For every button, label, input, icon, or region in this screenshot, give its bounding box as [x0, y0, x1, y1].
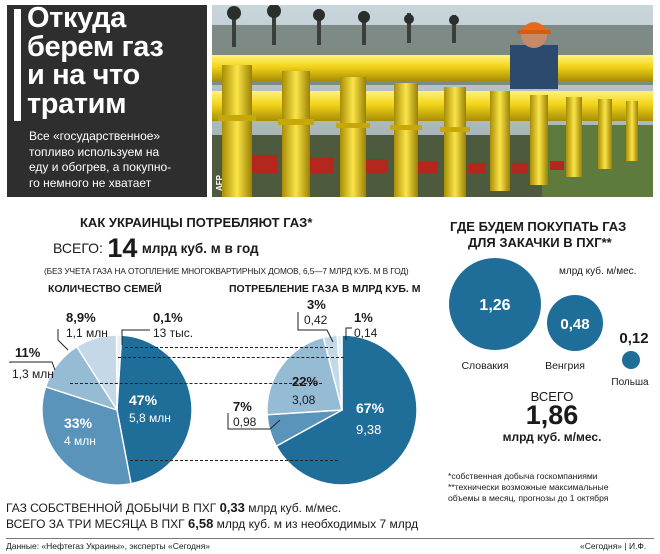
volume-val-67: 9,38 [356, 422, 381, 437]
purchase-heading-line1: ГДЕ БУДЕМ ПОКУПАТЬ ГАЗ [450, 219, 627, 234]
slovakia-label: Словакия [461, 360, 508, 372]
consumption-pies: 47% 5,8 млн 33% 4 млн 11% 1,3 млн 8,9%1,1 млн 0… [9, 300, 418, 486]
gas-pipes-photo: AFP [212, 5, 653, 197]
families-pie-slice-0 [116, 334, 193, 485]
volume-pct-3: 3% [307, 300, 326, 312]
volume-pie [266, 334, 418, 486]
families-pie [41, 334, 193, 486]
purchase-total-value: 1,86 [525, 400, 579, 430]
total-unit: млрд куб. м в год [141, 241, 259, 256]
summary-line2: ВСЕГО ЗА ТРИ МЕСЯЦА В ПХГ 6,58 млрд куб.… [6, 516, 418, 531]
families-label: КОЛИЧЕСТВО СЕМЕЙ [48, 283, 162, 295]
title-line: берем газ [27, 30, 164, 63]
hungary-value: 0,48 [560, 316, 589, 333]
photo-credit: AFP [215, 174, 224, 191]
bubble-poland [622, 351, 640, 369]
total-value: 14 [107, 233, 138, 263]
footer-divider [6, 538, 654, 539]
volume-pie-slice-4 [336, 334, 343, 411]
subtitle-line: топливо используем на [29, 144, 160, 159]
pie-labels: 47% 5,8 млн 33% 4 млн 11% 1,3 млн 8,9%1,1 млн 0… [9, 300, 385, 448]
leader-7 [227, 413, 281, 430]
connector-line [70, 383, 322, 384]
footnote-tech-line2: объемы в месяц, прогнозы до 1 октября [448, 493, 609, 503]
volume-val-3: 0,42 [304, 313, 328, 327]
summary-line2-value: 6,58 [188, 516, 214, 531]
subtitle-line: го немного не хватает [29, 175, 152, 190]
volume-pct-7: 7% [233, 399, 252, 414]
families-val-33: 4 млн [64, 434, 96, 448]
purchase-heading-line2: ДЛЯ ЗАКАЧКИ В ПХГ** [468, 235, 612, 250]
volume-val-22: 3,08 [292, 393, 316, 407]
families-pct-11: 11% [15, 345, 41, 360]
summary-line1-unit: млрд куб. м/мес. [244, 501, 342, 515]
families-val-47: 5,8 млн [129, 411, 171, 425]
bubble-slovakia [449, 258, 541, 350]
volume-pie-slice-2 [266, 336, 343, 416]
poland-label: Польша [611, 377, 649, 388]
slovakia-value: 1,26 [479, 297, 510, 314]
volume-pct-67: 67% [356, 400, 385, 416]
footer-source: Данные: «Нефтегаз Украины», эксперты «Се… [6, 541, 211, 551]
purchase-total-label: ВСЕГО [530, 389, 574, 404]
families-pct-01: 0,1% [153, 310, 183, 325]
summary-line1: ГАЗ СОБСТВЕННОЙ ДОБЫЧИ В ПХГ 0,33 млрд к… [6, 500, 341, 515]
summary-line2-unit: млрд куб. м из необходимых 7 млрд [213, 517, 419, 531]
worker-figure [510, 22, 558, 89]
subtitle-line: еду и обогрев, а покупно- [29, 160, 172, 174]
families-pct-33: 33% [64, 415, 93, 431]
summary-line1-value: 0,33 [219, 500, 245, 515]
title-accent-bar [14, 9, 21, 121]
purchase-bubbles: 1,26 0,48 0,12 Словакия Венгрия Польша [449, 258, 649, 388]
page-title: Откуда берем газ и на что тратим [27, 4, 207, 118]
summary-line2-text: ВСЕГО ЗА ТРИ МЕСЯЦА В ПХГ [6, 517, 188, 531]
footnote-tech-line1: **технически возможные максимальные [448, 482, 609, 492]
families-val-89: 1,1 млн [66, 326, 108, 340]
volume-pct-22: 22% [292, 374, 318, 389]
leader-11 [9, 361, 56, 371]
volume-val-1: 0,14 [354, 326, 378, 340]
leader-1 [345, 327, 352, 340]
consumption-heading: КАК УКРАИНЦЫ ПОТРЕБЛЯЮТ ГАЗ* [80, 215, 313, 230]
title-line: Откуда [27, 2, 126, 34]
summary-line1-text: ГАЗ СОБСТВЕННОЙ ДОБЫЧИ В ПХГ [6, 501, 220, 515]
footer-credit: «Сегодня» | И.Ф. [580, 541, 647, 551]
title-line: и на что [27, 59, 140, 91]
families-pie-slice-1 [41, 385, 132, 486]
connector-line [118, 357, 344, 358]
consumption-note: (БЕЗ УЧЕТА ГАЗА НА ОТОПЛЕНИЕ МНОГОКВАРТИ… [44, 266, 409, 276]
page-subtitle: Все «государственное» топливо используем… [29, 129, 205, 191]
purchase-unit: млрд куб. м/мес. [559, 266, 637, 277]
volume-val-7: 0,98 [233, 415, 257, 429]
footnote-own: *собственная добыча госкомпаниями [448, 471, 598, 481]
leader-01 [121, 329, 150, 345]
families-pct-47: 47% [129, 392, 158, 408]
families-val-01: 13 тыс. [153, 326, 193, 340]
volume-pie-slice-0 [275, 334, 418, 486]
purchase-total-unit: млрд куб. м/мес. [502, 430, 602, 444]
connector-line [130, 460, 338, 461]
families-val-11: 1,3 млн [12, 367, 54, 381]
volume-pct-1: 1% [354, 310, 373, 325]
subtitle-line: Все «государственное» [29, 129, 161, 143]
consumption-total: ВСЕГО: 14 млрд куб. м в год [53, 234, 259, 264]
total-prefix: ВСЕГО: [53, 240, 103, 256]
title-panel [7, 5, 207, 197]
volume-label: ПОТРЕБЛЕНИЕ ГАЗА В МЛРД КУБ. М [229, 283, 421, 295]
title-line: тратим [27, 87, 127, 120]
poland-value: 0,12 [619, 330, 648, 347]
leader-3 [297, 312, 334, 343]
bubble-hungary [547, 295, 603, 351]
connector-line [125, 347, 333, 348]
families-pct-89: 8,9% [66, 310, 96, 325]
hungary-label: Венгрия [545, 360, 585, 372]
leader-89 [57, 329, 69, 351]
